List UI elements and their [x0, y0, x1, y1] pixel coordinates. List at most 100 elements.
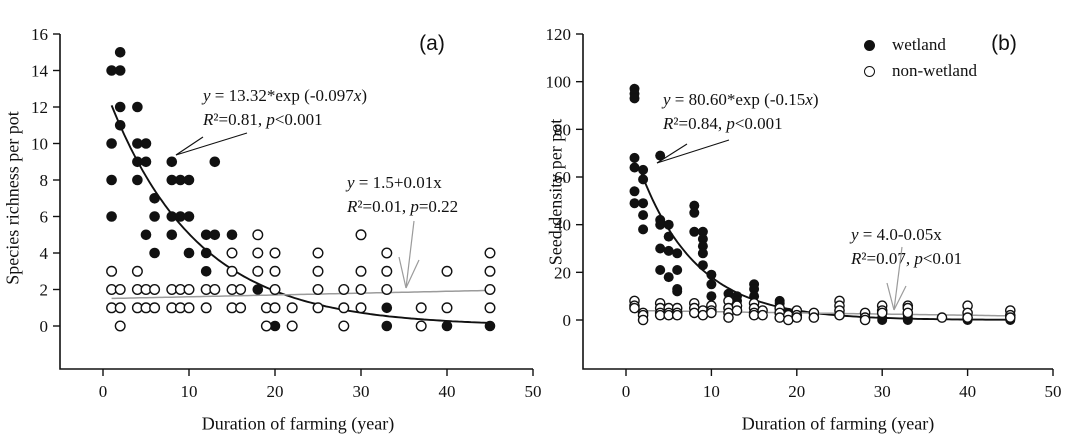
- data-point: [312, 247, 324, 259]
- data-point: [132, 138, 143, 149]
- x-tick-label: 40: [959, 382, 976, 401]
- data-point: [697, 248, 708, 259]
- series-non-wetland-points: [106, 229, 496, 332]
- data-point: [209, 284, 221, 296]
- data-point: [876, 307, 888, 319]
- series-wetland-points: [106, 47, 496, 332]
- data-point: [252, 229, 264, 241]
- data-point: [723, 312, 734, 323]
- data-point: [441, 302, 453, 314]
- panel-a: 0 2 4 6 8 10 12 14 16 0 10 20 30 40 50 y = 13.32*exp (-…: [31, 25, 542, 401]
- data-point: [183, 211, 195, 222]
- legend-label-non-wetland: non-wetland: [892, 61, 977, 80]
- data-point: [200, 229, 212, 241]
- data-point: [312, 302, 324, 314]
- panel-label-a: (a): [419, 32, 445, 55]
- data-point: [114, 101, 126, 113]
- x-tick-label: 10: [703, 382, 720, 401]
- data-point: [697, 309, 709, 321]
- fit-stats-non-wetland: R²=0.01, p=0.22: [346, 197, 458, 216]
- open-circle-icon: [862, 64, 876, 78]
- y-tick-label: 16: [31, 25, 48, 44]
- data-point: [286, 302, 298, 314]
- x-axis: 0 10 20 30 40 50: [99, 369, 542, 401]
- data-point: [484, 247, 496, 259]
- data-point: [312, 265, 324, 277]
- data-point: [638, 210, 649, 221]
- data-point: [183, 302, 195, 314]
- data-point: [149, 193, 160, 204]
- y-tick-label: 10: [31, 135, 48, 154]
- data-point: [132, 174, 143, 186]
- y-axis-title-a: Species richness per pot: [2, 111, 23, 285]
- data-point: [183, 174, 195, 186]
- annotation-arrow-non-wetland: [398, 220, 420, 289]
- x-tick-label: 0: [99, 382, 108, 401]
- data-point: [269, 284, 281, 296]
- data-point: [200, 266, 212, 277]
- data-point: [381, 265, 393, 277]
- data-point: [149, 247, 160, 259]
- x-tick-label: 0: [622, 382, 631, 401]
- data-point: [663, 245, 674, 256]
- data-point: [149, 302, 161, 314]
- data-point: [209, 229, 221, 241]
- x-tick-label: 50: [525, 382, 542, 401]
- data-point: [706, 269, 717, 280]
- data-point: [166, 211, 178, 222]
- data-point: [226, 247, 238, 259]
- data-point: [638, 164, 649, 175]
- data-point: [629, 302, 640, 314]
- axes-spines: [59, 34, 533, 370]
- x-axis-title-b: Duration of farming (year): [741, 413, 935, 434]
- data-point: [140, 138, 152, 149]
- y-tick-label: 14: [31, 62, 49, 81]
- data-point: [663, 272, 674, 283]
- data-point: [175, 174, 186, 186]
- data-point: [226, 265, 238, 277]
- legend-item-non-wetland: non-wetland: [850, 58, 977, 84]
- data-point: [355, 265, 367, 277]
- data-point: [859, 314, 871, 326]
- data-point: [808, 312, 820, 323]
- data-point: [902, 307, 914, 319]
- data-point: [114, 302, 126, 314]
- y-tick-label: 4: [40, 244, 49, 263]
- data-point: [697, 226, 708, 237]
- y-tick-label: 6: [40, 208, 49, 227]
- data-point: [655, 150, 666, 161]
- data-point: [484, 302, 496, 314]
- y-tick-label: 8: [40, 171, 49, 190]
- y-axis: 0 20 40 60 80 100 120: [546, 25, 583, 330]
- legend-label-wetland: wetland: [892, 35, 946, 54]
- data-point: [697, 241, 708, 252]
- data-point: [697, 260, 708, 271]
- data-point: [269, 320, 281, 332]
- data-point: [166, 174, 178, 186]
- data-point: [962, 312, 973, 323]
- x-tick-label: 40: [439, 382, 456, 401]
- data-point: [140, 229, 152, 241]
- data-point: [655, 265, 666, 275]
- data-point: [936, 312, 948, 323]
- data-point: [706, 291, 717, 302]
- data-point: [791, 312, 803, 323]
- data-point: [286, 320, 298, 332]
- data-point: [441, 320, 453, 332]
- data-point: [484, 320, 496, 332]
- data-point: [1005, 312, 1016, 323]
- data-point: [183, 284, 195, 296]
- data-point: [638, 198, 649, 209]
- data-point: [114, 320, 126, 332]
- data-point: [689, 200, 700, 211]
- data-point: [114, 284, 126, 296]
- data-point: [355, 229, 367, 241]
- y-tick-label: 120: [546, 25, 572, 44]
- data-point: [638, 174, 649, 185]
- fit-equation-wetland: y = 80.60*exp (-0.15x): [661, 90, 818, 109]
- data-point: [415, 302, 427, 314]
- fit-equation-wetland: y = 13.32*exp (-0.097x): [201, 86, 367, 105]
- data-point: [269, 302, 281, 314]
- data-point: [672, 286, 683, 297]
